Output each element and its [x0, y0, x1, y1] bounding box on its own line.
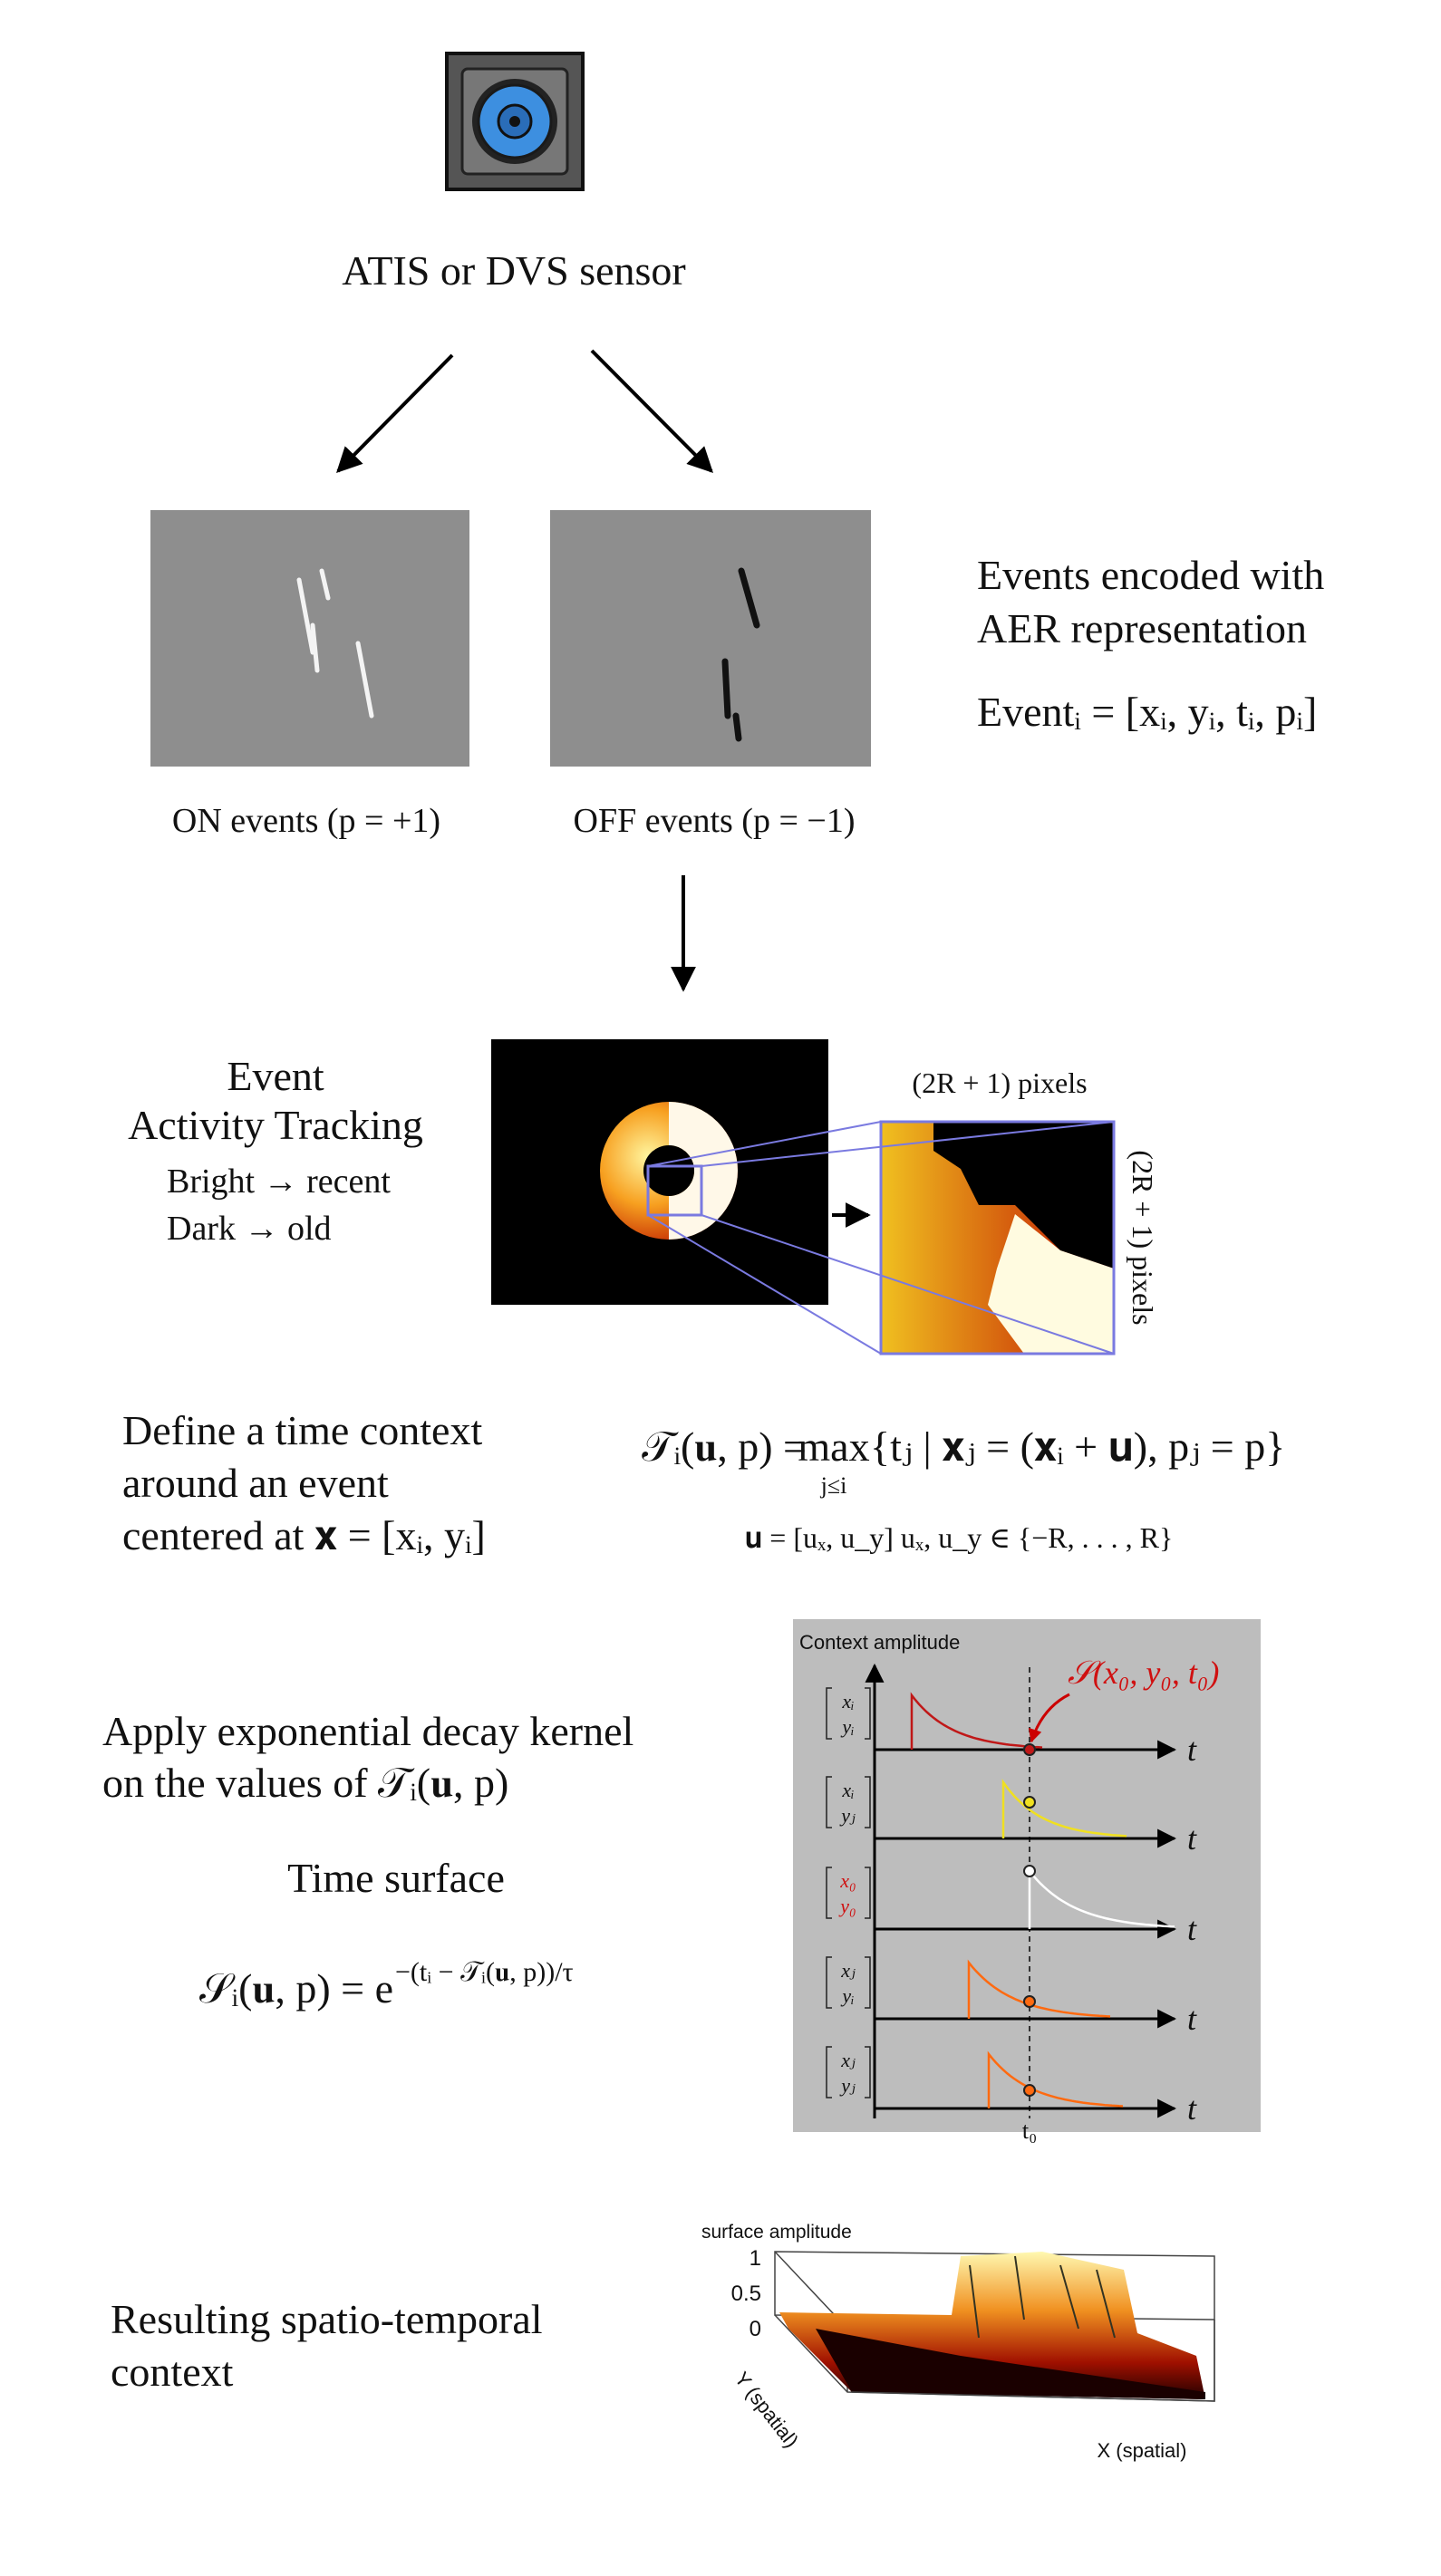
event-dot [1023, 1865, 1036, 1877]
row-label: yⱼ [839, 2074, 856, 2097]
row-label: xᵢ [841, 1779, 854, 1801]
plot-annotation: 𝒮(x₀, y₀, t₀) [1068, 1655, 1219, 1691]
decay-curve [1001, 1779, 1127, 1838]
off-events-label: OFF events (p = −1) [574, 802, 856, 840]
plot-x-marker: t₀ [1022, 2118, 1037, 2144]
decay-description: Apply exponential decay kernel [102, 1708, 633, 1754]
bracket [826, 1776, 871, 1828]
on-events-label: ON events (p = +1) [172, 802, 440, 840]
event-dot [1023, 1743, 1036, 1756]
row-label: xⱼ [840, 1959, 856, 1982]
activity-map [491, 1039, 828, 1305]
time-surface-title: Time surface [287, 1855, 505, 1901]
zoom-guide [647, 1121, 1115, 1355]
result-description: context [111, 2349, 234, 2395]
bracket [826, 1867, 871, 1919]
row-label: x₀ [839, 1869, 856, 1892]
sensor-label: ATIS or DVS sensor [342, 247, 686, 294]
context-formula: {tⱼ | 𝐱ⱼ = (𝐱ᵢ + 𝐮), pⱼ = p} [870, 1423, 1285, 1470]
time-axis-label: t [1187, 2001, 1197, 2037]
annotation-arrow [1029, 1693, 1070, 1743]
zoom-height-label: (2R + 1) pixels [1127, 1150, 1159, 1325]
result-description: Resulting spatio-temporal [111, 2296, 543, 2342]
time-axis-label: t [1187, 1911, 1197, 1947]
time-axis-label: t [1187, 1732, 1197, 1768]
bracket [826, 2046, 871, 2098]
row-label: xⱼ [840, 2049, 856, 2071]
row-label: yᵢ [840, 1715, 854, 1738]
decay-description: on the values of 𝒯ᵢ(𝐮, p) [102, 1760, 508, 1806]
time-axis-label: t [1187, 1820, 1197, 1857]
tracking-note: Bright → recent [167, 1163, 391, 1201]
context-description: around an event [122, 1460, 389, 1506]
zoom-width-label: (2R + 1) pixels [912, 1066, 1087, 1099]
tracking-title: Activity Tracking [128, 1102, 423, 1148]
surface-x-label: X (spatial) [1097, 2439, 1186, 2462]
surface-z-label: surface amplitude [701, 2222, 852, 2243]
surface-z-tick: 1 [750, 2246, 761, 2271]
decay-curve [1028, 1867, 1175, 1929]
row-label: y₀ [838, 1895, 856, 1917]
arrow [590, 349, 713, 473]
events-description: Events encoded with [977, 552, 1324, 598]
decay-plot [793, 1619, 1261, 2132]
surface-z-tick: 0.5 [731, 2282, 761, 2306]
events-description: AER representation [977, 605, 1307, 651]
on-events-image [150, 510, 469, 767]
tracking-title: Event [227, 1053, 324, 1099]
off-events-image [550, 510, 871, 767]
context-formula-subscript: j≤i [820, 1472, 847, 1499]
row-label: xᵢ [841, 1690, 854, 1713]
surface-plot [774, 2251, 1215, 2402]
time-surface-exponent: −(tᵢ − 𝒯ᵢ(𝐮, p))/τ [395, 1957, 574, 1987]
time-surface-formula: 𝒮ᵢ(𝐮, p) = e [199, 1965, 393, 2012]
event-formula: Eventᵢ = [xᵢ, yᵢ, tᵢ, pᵢ] [977, 689, 1317, 735]
plot-y-label: Context amplitude [799, 1631, 960, 1654]
decay-curve [910, 1692, 1043, 1750]
context-description: centered at 𝐱 = [xᵢ, yᵢ] [122, 1512, 486, 1558]
context-formula: 𝒯ᵢ(𝐮, p) = [642, 1423, 807, 1470]
context-description: Define a time context [122, 1407, 482, 1453]
surface-y-label: Y (spatial) [730, 2368, 803, 2452]
context-formula-operator: max [798, 1423, 869, 1470]
zoom-patch [879, 1120, 1116, 1356]
decay-curve [967, 1959, 1111, 2019]
tracking-note: Dark → old [167, 1210, 332, 1248]
event-dot [1023, 1995, 1036, 2008]
sensor-icon [445, 52, 585, 191]
arrow [336, 353, 454, 473]
surface-z-tick: 0 [750, 2317, 761, 2341]
event-dot [1023, 2084, 1036, 2097]
context-domain: 𝐮 = [uₓ, u_y] uₓ, u_y ∈ {−R, . . . , R} [745, 1521, 1174, 1554]
row-label: yᵢ [840, 1984, 854, 2007]
bracket [826, 1956, 871, 2009]
row-label: yⱼ [839, 1804, 856, 1827]
decay-curve [987, 2050, 1124, 2108]
bracket [826, 1687, 871, 1740]
event-dot [1023, 1796, 1036, 1809]
time-axis-label: t [1187, 2090, 1197, 2127]
